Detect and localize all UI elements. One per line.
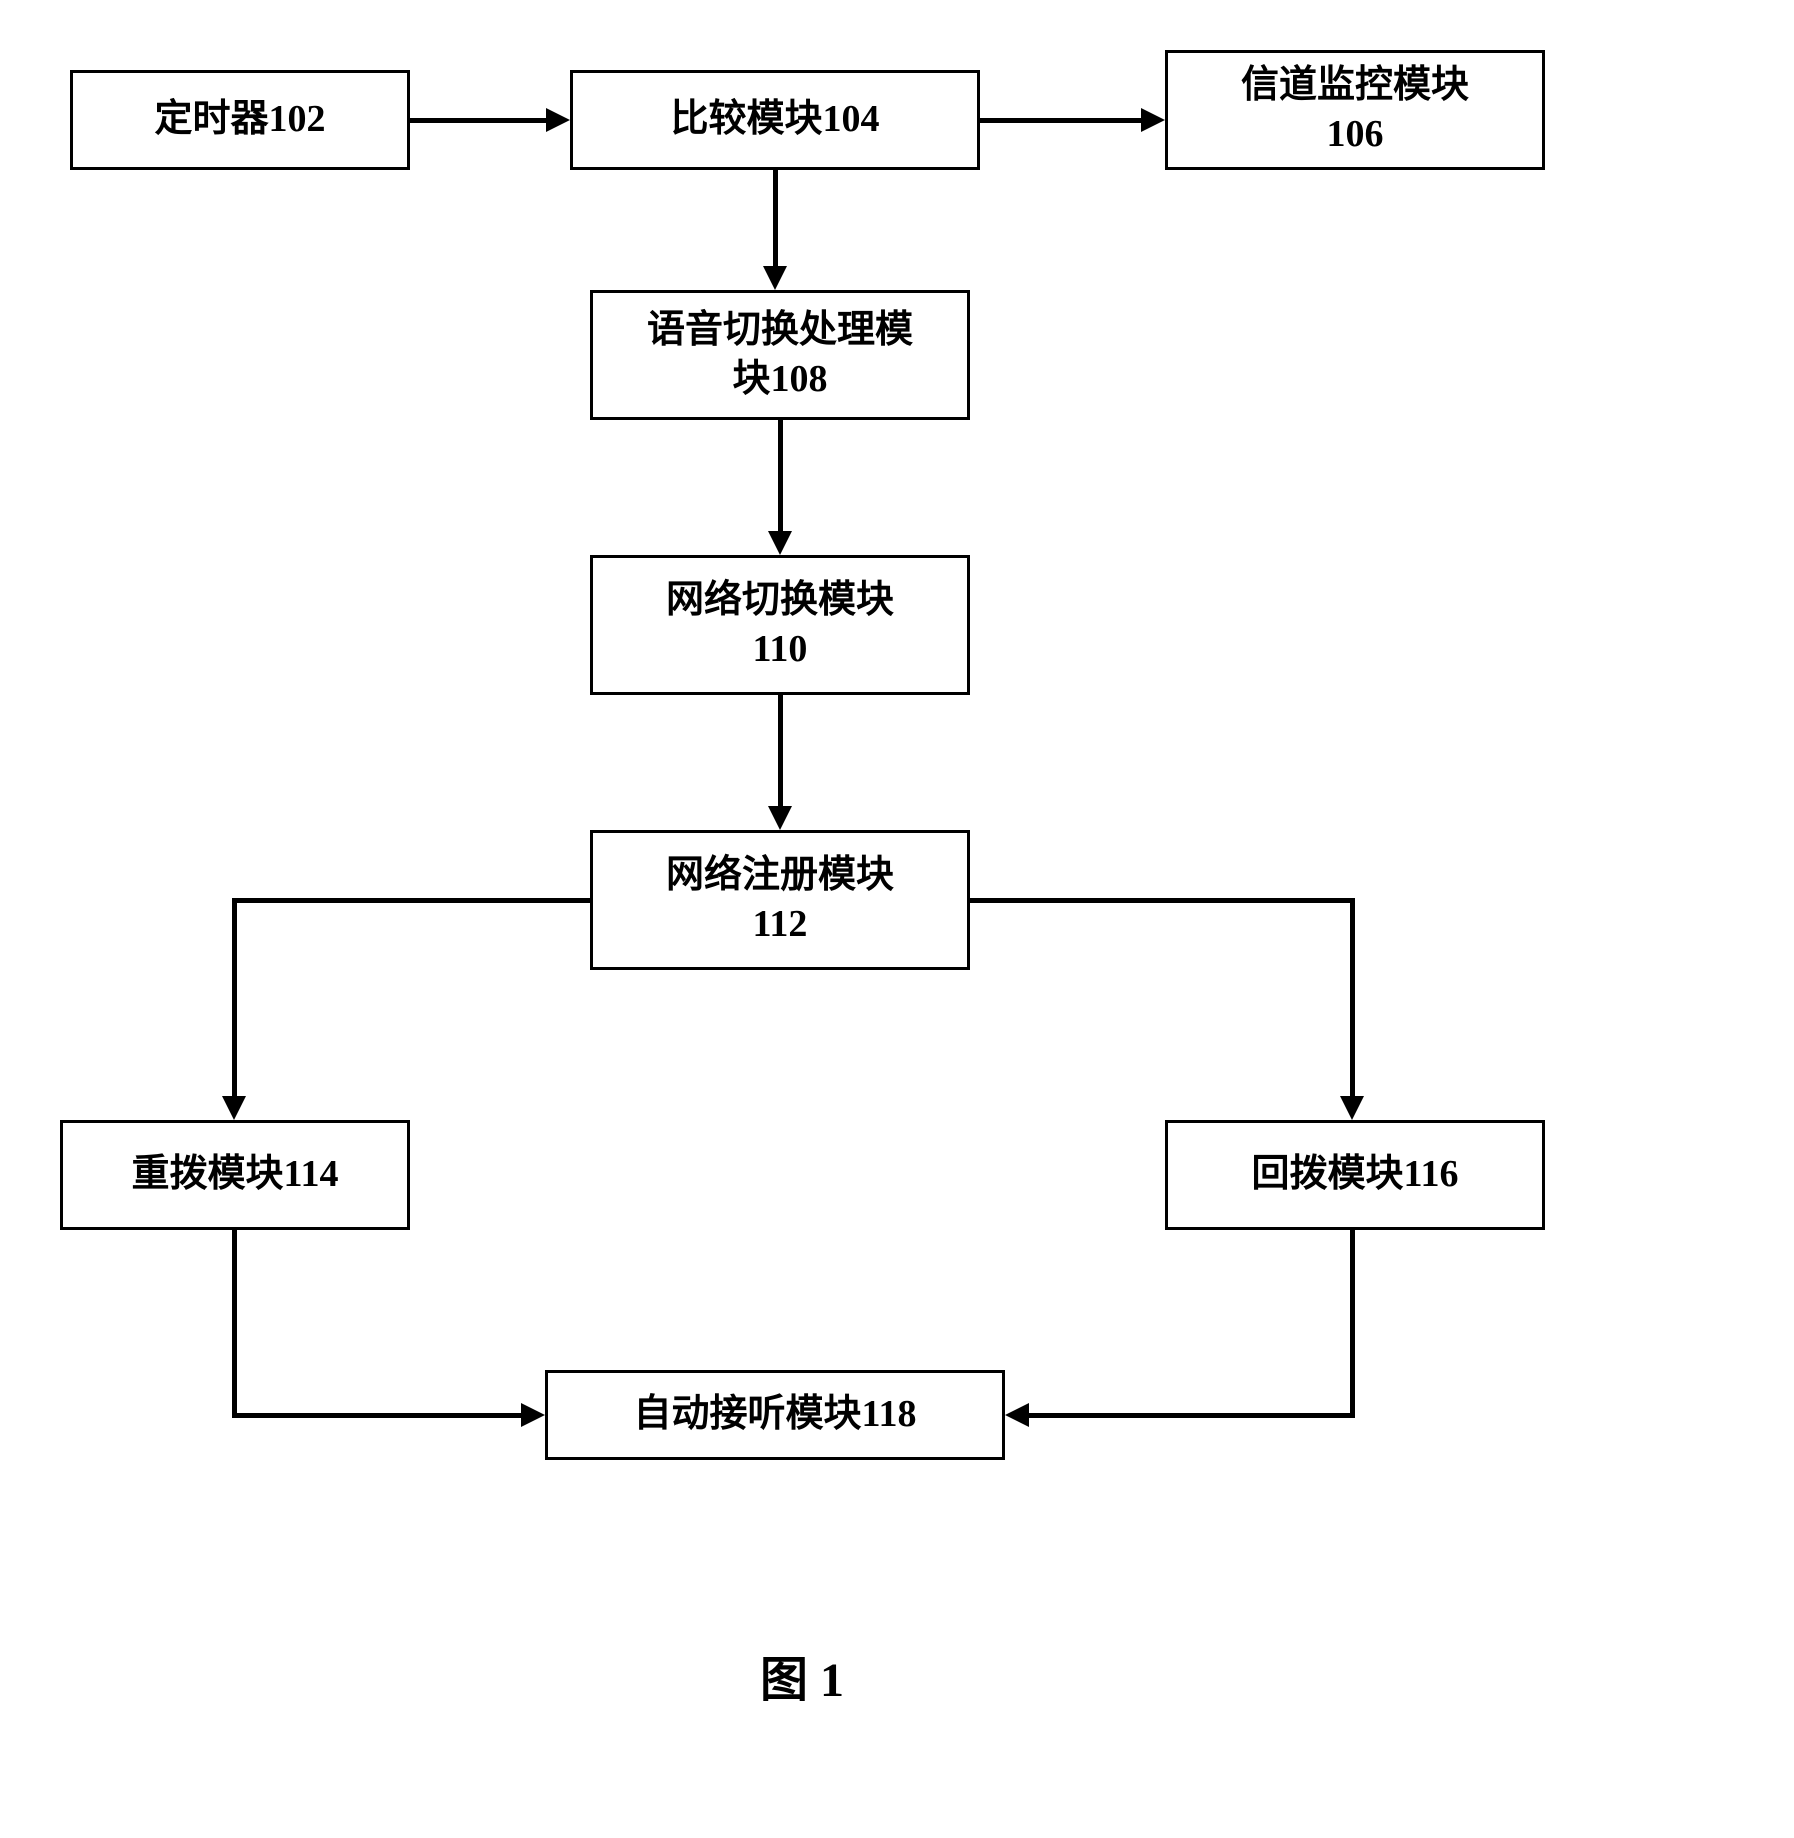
node-network-switch: 网络切换模块 110 — [590, 555, 970, 695]
node-auto-answer: 自动接听模块118 — [545, 1370, 1005, 1460]
arrow-head-redial-auto — [521, 1403, 545, 1427]
node-voice-switch: 语音切换处理模 块108 — [590, 290, 970, 420]
arrow-head-timer-compare — [546, 108, 570, 132]
node-callback-label: 回拨模块116 — [1252, 1150, 1459, 1199]
arrow-register-redial-v — [232, 898, 237, 1096]
arrow-head-callback-auto — [1005, 1403, 1029, 1427]
arrow-compare-channel — [980, 118, 1141, 123]
arrow-head-voice-network — [768, 531, 792, 555]
node-compare-label: 比较模块104 — [670, 95, 879, 144]
arrow-head-register-callback — [1340, 1096, 1364, 1120]
node-timer: 定时器102 — [70, 70, 410, 170]
arrow-callback-auto-v — [1350, 1230, 1355, 1413]
arrow-callback-auto-h — [1029, 1413, 1355, 1418]
node-voice-switch-label: 语音切换处理模 块108 — [647, 306, 913, 405]
figure-caption: 图 1 — [760, 1640, 844, 1710]
node-timer-label: 定时器102 — [154, 95, 325, 144]
arrow-head-compare-voice — [763, 266, 787, 290]
node-redial-label: 重拨模块114 — [132, 1150, 339, 1199]
arrow-register-callback-v — [1350, 898, 1355, 1096]
node-network-register-label: 网络注册模块 112 — [666, 851, 894, 950]
arrow-netswitch-register — [778, 695, 783, 806]
arrow-redial-auto-v — [232, 1230, 237, 1413]
arrow-head-register-redial — [222, 1096, 246, 1120]
node-callback: 回拨模块116 — [1165, 1120, 1545, 1230]
node-channel-monitor: 信道监控模块 106 — [1165, 50, 1545, 170]
arrow-compare-voice — [773, 170, 778, 266]
node-network-register: 网络注册模块 112 — [590, 830, 970, 970]
arrow-register-redial-h — [232, 898, 590, 903]
node-compare: 比较模块104 — [570, 70, 980, 170]
arrow-redial-auto-h — [232, 1413, 521, 1418]
arrow-head-compare-channel — [1141, 108, 1165, 132]
node-channel-monitor-label: 信道监控模块 106 — [1241, 61, 1469, 160]
arrow-timer-compare — [410, 118, 546, 123]
arrow-register-callback-h — [970, 898, 1355, 903]
node-network-switch-label: 网络切换模块 110 — [666, 576, 894, 675]
arrow-voice-network — [778, 420, 783, 531]
arrow-head-netswitch-register — [768, 806, 792, 830]
node-auto-answer-label: 自动接听模块118 — [634, 1390, 917, 1439]
node-redial: 重拨模块114 — [60, 1120, 410, 1230]
